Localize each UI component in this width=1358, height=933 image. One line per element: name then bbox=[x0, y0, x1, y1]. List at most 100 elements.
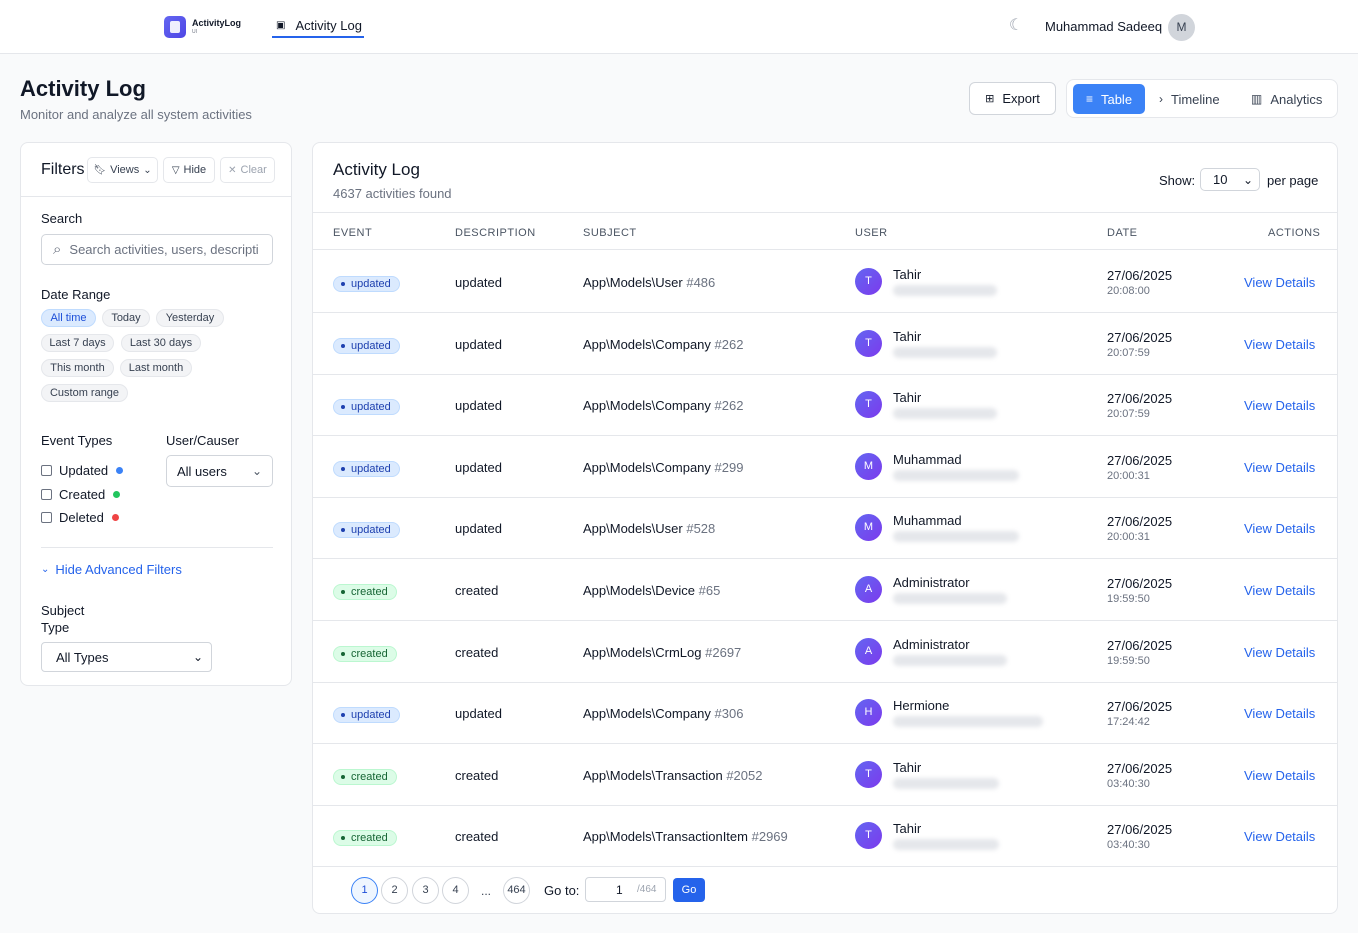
description-cell: created bbox=[455, 644, 499, 660]
time-cell: 19:59:50 bbox=[1107, 593, 1150, 605]
app-logo[interactable]: ActivityLog UI bbox=[164, 16, 241, 38]
hide-filters-button[interactable]: ▽ Hide bbox=[163, 157, 215, 183]
table-row: created created App\Models\TransactionItem… bbox=[313, 805, 1337, 868]
page-button-1[interactable]: 1 bbox=[351, 877, 378, 904]
subject-cell: App\Models\Device #65 bbox=[583, 583, 720, 598]
export-button[interactable]: ⊞ Export bbox=[969, 82, 1056, 115]
subject-id: #2969 bbox=[751, 829, 788, 845]
date-chip-last-30-days[interactable]: Last 30 days bbox=[121, 334, 201, 352]
date-chip-custom-range[interactable]: Custom range bbox=[41, 384, 128, 402]
date-chip-this-month[interactable]: This month bbox=[41, 359, 114, 377]
subject-id: #2697 bbox=[705, 644, 742, 660]
per-page-select[interactable]: 10 ⌄ bbox=[1200, 168, 1260, 191]
checkbox[interactable] bbox=[41, 465, 52, 476]
view-switcher: ≡ Table › Timeline ▥ Analytics bbox=[1066, 79, 1338, 118]
date-cell: 27/06/2025 bbox=[1107, 268, 1173, 283]
view-details-link[interactable]: View Details bbox=[1244, 521, 1316, 537]
column-header-subject: SUBJECT bbox=[583, 227, 637, 239]
description-cell: created bbox=[455, 583, 499, 598]
subject-id: #486 bbox=[686, 275, 716, 290]
event-type-deleted[interactable]: Deleted bbox=[41, 510, 119, 525]
date-chip-today[interactable]: Today bbox=[102, 309, 150, 327]
user-name-cell: Hermione bbox=[893, 698, 950, 714]
go-button[interactable]: Go bbox=[673, 878, 705, 902]
blurred-email bbox=[893, 593, 1007, 604]
avatar[interactable]: M bbox=[1168, 14, 1195, 41]
user-name-cell: Administrator bbox=[893, 636, 970, 652]
page-button-2[interactable]: 2 bbox=[381, 877, 408, 904]
event-type-label: Created bbox=[59, 487, 106, 502]
chevron-right-icon: › bbox=[1159, 92, 1163, 106]
time-cell: 17:24:42 bbox=[1107, 716, 1150, 729]
user-select[interactable]: All users ⌄ bbox=[166, 455, 273, 487]
date-chip-last-7-days[interactable]: Last 7 days bbox=[41, 334, 114, 352]
event-badge: created bbox=[333, 584, 397, 600]
top-nav: ActivityLog UI ▣ Activity Log ☾ Muhammad… bbox=[0, 0, 1358, 54]
user-name-cell: Tahir bbox=[893, 328, 922, 344]
view-details-link[interactable]: View Details bbox=[1244, 767, 1316, 783]
view-analytics-button[interactable]: ▥ Analytics bbox=[1251, 84, 1322, 114]
view-details-link[interactable]: View Details bbox=[1244, 459, 1316, 475]
per-page-value: 10 bbox=[1213, 172, 1228, 187]
event-types-label: Event Types bbox=[41, 433, 113, 448]
date-chip-last-month[interactable]: Last month bbox=[120, 359, 192, 377]
filters-title: Filters bbox=[41, 161, 85, 178]
description-cell: updated bbox=[455, 459, 502, 475]
goto-value: 1 bbox=[616, 883, 623, 897]
checkbox[interactable] bbox=[41, 512, 52, 523]
view-details-link[interactable]: View Details bbox=[1244, 829, 1316, 845]
subject-id: #306 bbox=[714, 706, 744, 722]
description-cell: created bbox=[455, 767, 499, 783]
views-button[interactable]: 🔖︎ Views ⌄ bbox=[87, 157, 158, 183]
subject-cell: App\Models\Company #299 bbox=[583, 460, 743, 475]
toggle-advanced-filters-link[interactable]: ⌄ Hide Advanced Filters bbox=[41, 562, 182, 577]
checkbox[interactable] bbox=[41, 489, 52, 500]
view-details-link[interactable]: View Details bbox=[1244, 336, 1316, 352]
blurred-email bbox=[893, 716, 1043, 728]
view-details-link[interactable]: View Details bbox=[1244, 398, 1316, 414]
hide-label: Hide bbox=[183, 164, 207, 176]
avatar: T bbox=[855, 329, 882, 357]
subject-model: App\Models\Transaction bbox=[583, 767, 723, 783]
page-button-last[interactable]: 464 bbox=[503, 877, 530, 904]
view-details-link[interactable]: View Details bbox=[1244, 706, 1316, 722]
view-details-link[interactable]: View Details bbox=[1244, 583, 1316, 598]
subject-model: App\Models\Company bbox=[583, 398, 711, 414]
view-details-link[interactable]: View Details bbox=[1244, 644, 1316, 660]
nav-tab-activity-log[interactable]: ▣ Activity Log bbox=[272, 17, 364, 38]
search-input[interactable] bbox=[69, 242, 260, 257]
column-header-event: EVENT bbox=[333, 227, 373, 239]
time-cell: 20:00:31 bbox=[1107, 531, 1150, 544]
moon-icon[interactable]: ☾ bbox=[1008, 17, 1024, 34]
subject-type-select[interactable]: All Types ⌄ bbox=[41, 642, 212, 672]
view-details-link[interactable]: View Details bbox=[1244, 275, 1316, 290]
view-timeline-button[interactable]: › Timeline bbox=[1159, 84, 1220, 114]
filter-icon: ▽ bbox=[171, 164, 180, 176]
clear-filters-button[interactable]: ✕ Clear bbox=[220, 157, 275, 183]
search-icon: ⌕ bbox=[53, 241, 62, 258]
subject-model: App\Models\User bbox=[583, 275, 683, 290]
per-page-label: per page bbox=[1267, 173, 1319, 188]
blurred-email bbox=[893, 285, 997, 296]
table-row: created created App\Models\Device #65 A Admi… bbox=[313, 559, 1337, 621]
divider bbox=[41, 547, 273, 548]
date-chip-yesterday[interactable]: Yesterday bbox=[156, 309, 224, 327]
subject-type-value: All Types bbox=[56, 649, 109, 665]
advanced-link-label: Hide Advanced Filters bbox=[55, 562, 182, 577]
blurred-email bbox=[893, 346, 997, 358]
description-cell: updated bbox=[455, 706, 502, 722]
page-button-3[interactable]: 3 bbox=[412, 877, 439, 904]
event-type-created[interactable]: Created bbox=[41, 487, 121, 502]
description-cell: updated bbox=[455, 336, 502, 352]
user-name-cell: Tahir bbox=[893, 390, 922, 406]
goto-page-input[interactable]: 1 /464 bbox=[585, 877, 666, 902]
view-table-button[interactable]: ≡ Table bbox=[1073, 84, 1145, 114]
date-chip-all-time[interactable]: All time bbox=[41, 309, 96, 327]
subject-cell: App\Models\User #528 bbox=[583, 521, 715, 536]
page-button-4[interactable]: 4 bbox=[442, 877, 469, 904]
event-type-updated[interactable]: Updated bbox=[41, 463, 124, 478]
user-name[interactable]: Muhammad Sadeeq bbox=[1045, 19, 1163, 34]
avatar: M bbox=[855, 452, 882, 480]
subject-id: #262 bbox=[714, 398, 744, 414]
avatar: T bbox=[855, 760, 882, 788]
